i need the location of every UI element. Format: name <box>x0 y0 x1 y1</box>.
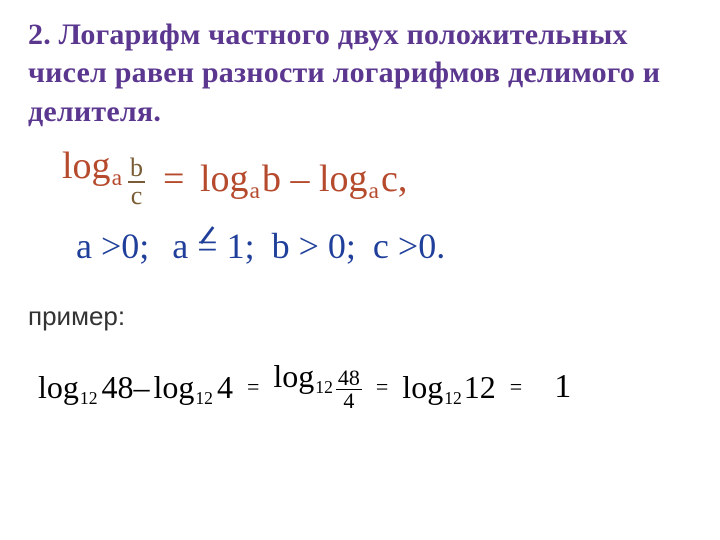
slide: 2. Логарифм частного двух положительных … <box>0 0 720 540</box>
example-expression: log 12 48 – log 12 4 = log 12 48 4 = log… <box>28 360 692 414</box>
log-word: log <box>273 360 314 392</box>
log-b: log a b <box>200 160 281 198</box>
example-label: пример: <box>28 301 692 332</box>
fraction-48-over-4: 48 4 <box>336 367 362 412</box>
ex-log-4: log 12 4 <box>153 371 232 403</box>
log-arg: 4 <box>217 371 233 403</box>
log-arg: c <box>381 160 398 198</box>
log-word: log <box>38 371 79 403</box>
log-base: 12 <box>315 379 333 397</box>
frac-numerator: 48 <box>336 367 362 389</box>
log-c: log a c <box>319 160 398 198</box>
log-quotient: log a b c <box>62 147 149 211</box>
ex-log-frac: log 12 48 4 <box>273 360 361 414</box>
log-base: a <box>250 180 260 204</box>
log-base: 12 <box>444 390 462 408</box>
cond-b-gt-0: b > 0; <box>272 226 356 266</box>
cond-a-gt-0: a >0; <box>76 226 149 266</box>
cond-c-gt-0: c >0. <box>373 226 445 266</box>
equals-sign: = <box>247 376 259 398</box>
neq-slash-icon <box>197 225 217 245</box>
conditions: a >0; a = 1; b > 0; c >0. <box>28 225 692 267</box>
log-word: log <box>319 160 368 198</box>
fraction-b-over-c: b c <box>128 155 145 209</box>
quotient-log-formula: log a b c = log a b – log a c , <box>28 147 692 211</box>
frac-numerator: b <box>128 155 145 181</box>
neq-symbol: = <box>197 225 217 267</box>
equals-sign: = <box>376 376 388 398</box>
log-word: log <box>402 371 443 403</box>
log-word: log <box>62 147 111 185</box>
log-base: 12 <box>195 390 213 408</box>
ex-log-48: log 12 48 <box>38 371 133 403</box>
log-base: 12 <box>80 390 98 408</box>
frac-denominator: 4 <box>341 390 356 412</box>
minus-sign: – <box>133 371 149 403</box>
equals-sign: = <box>510 376 522 398</box>
log-arg: 48 <box>101 371 133 403</box>
cond-a-neq-1: a = 1; <box>172 226 263 266</box>
log-arg: b <box>262 160 281 198</box>
trailing-comma: , <box>398 160 408 198</box>
log-base: a <box>369 180 379 204</box>
frac-denominator: c <box>129 183 145 209</box>
log-base: a <box>112 167 122 191</box>
rule-heading: 2. Логарифм частного двух положительных … <box>28 16 692 131</box>
log-arg: 12 <box>464 371 496 403</box>
minus-sign: – <box>290 160 309 198</box>
neq-rhs: 1; <box>227 226 255 266</box>
log-word: log <box>153 371 194 403</box>
ex-log-12: log 12 12 <box>402 371 495 403</box>
equals-sign: = <box>163 160 184 198</box>
result-value: 1 <box>554 370 571 404</box>
log-word: log <box>200 160 249 198</box>
